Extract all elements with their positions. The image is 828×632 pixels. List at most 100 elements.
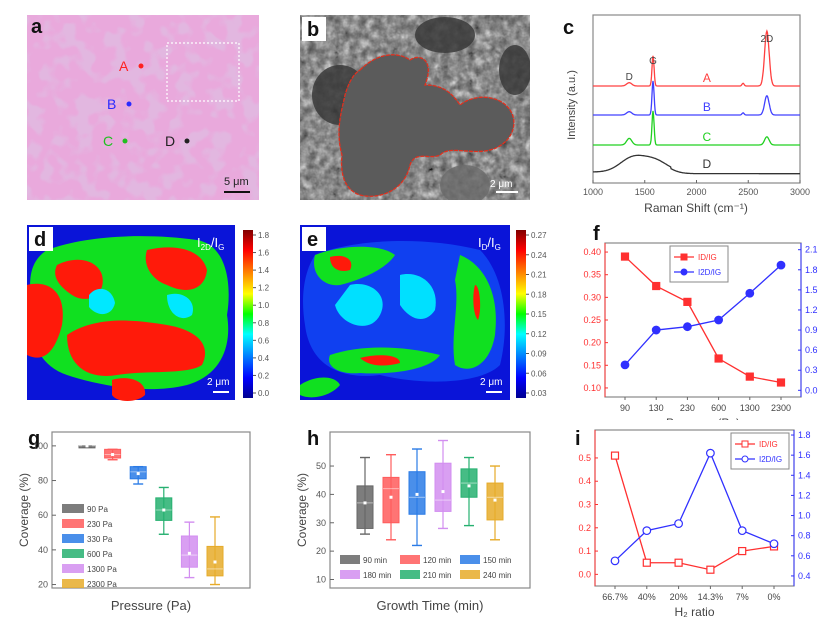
- colorbar-tick-label: 0.15: [531, 310, 547, 319]
- raman-map-id-ig: e ID/IG 2 μm 0.27 0.24 0.21 0.18 0.15 0.12 0.0…: [300, 225, 547, 400]
- colorbar-tick-label: 0.27: [531, 231, 547, 240]
- x-tick-label: 1500: [635, 187, 655, 197]
- legend-label: ID/IG: [759, 440, 778, 449]
- spectrum-line-c: [593, 110, 800, 146]
- legend-swatch: [340, 555, 360, 564]
- x-axis-label: Raman Shift (cm⁻¹): [644, 201, 748, 215]
- legend-label: 2300 Pa: [87, 580, 117, 589]
- peak-label: G: [649, 56, 657, 67]
- panel-label: e: [307, 229, 318, 251]
- legend-marker: [680, 253, 688, 261]
- spectrum-line-b: [593, 80, 800, 116]
- panel-b: b 2 μm: [300, 15, 531, 205]
- right-tick-label: 1.2: [798, 490, 811, 500]
- panel-e: e ID/IG 2 μm 0.27 0.24 0.21 0.18 0.15 0.12 0.0…: [300, 225, 550, 405]
- legend-label: I2D/IG: [698, 268, 721, 277]
- spectrum-label-a: A: [703, 71, 711, 85]
- x-tick-label: 40%: [638, 592, 656, 602]
- left-tick-label: 0.10: [583, 383, 601, 393]
- panel-d: d I2D/IG 2 μm 1.8 1.6 1.4 1.2 1.0 0.8 0.6 0.4 0.…: [27, 225, 272, 405]
- right-tick-label: 0.6: [805, 345, 818, 355]
- marker-label-a: A: [119, 58, 129, 74]
- box-mean: [415, 492, 419, 496]
- colorbar-tick-label: 0.2: [258, 371, 270, 380]
- panel-f: f 0.10 0.15 0.20 0.25 0.30 0.35 0.40 0.0 0.3 0.6 0…: [555, 215, 828, 430]
- data-point: [769, 539, 779, 549]
- colorbar: [243, 230, 253, 398]
- x-axis-label: Growth Time (min): [377, 598, 484, 613]
- left-tick-label: 0.2: [578, 523, 591, 533]
- data-point: [620, 252, 630, 261]
- colorbar-tick-label: 1.6: [258, 249, 270, 258]
- scale-bar: [496, 191, 518, 193]
- series-line-left: [614, 455, 775, 571]
- x-axis-label: H₂ ratio: [674, 605, 714, 619]
- legend-swatch: [62, 519, 84, 528]
- data-point: [642, 526, 652, 536]
- marker-point-d: [184, 138, 190, 144]
- x-tick-label: 14.3%: [698, 592, 724, 602]
- panel-label-box: [302, 227, 326, 251]
- box-mean: [389, 495, 393, 499]
- box-mean: [213, 560, 217, 564]
- selection-box: [166, 42, 240, 102]
- legend-marker: [680, 268, 688, 276]
- graphene-domain-outline: [338, 54, 515, 197]
- spectrum-label-b: B: [703, 100, 711, 114]
- legend-swatch: [340, 570, 360, 579]
- legend-swatch: [400, 570, 420, 579]
- y-tick-label: 20: [38, 580, 48, 590]
- box-mean: [363, 501, 367, 505]
- y-tick-label: 20: [316, 546, 326, 556]
- legend-label: ID/IG: [698, 253, 717, 262]
- left-tick-label: 0.30: [583, 292, 601, 302]
- panel-h: h 10 20 30 40 50 Coverage (%) Growth Time (min…: [275, 420, 555, 627]
- scale-bar: [213, 391, 229, 393]
- panel-label-box: [29, 227, 53, 251]
- legend-label: 180 min: [363, 571, 391, 580]
- legend-swatch: [62, 564, 84, 573]
- legend-swatch: [62, 549, 84, 558]
- colorbar-tick-label: 1.0: [258, 301, 270, 310]
- panel-label: a: [31, 16, 43, 38]
- panel-label: b: [307, 19, 319, 41]
- legend-swatch: [460, 570, 480, 579]
- y-axis-label: Coverage (%): [295, 473, 309, 547]
- colorbar-tick-label: 0.03: [531, 389, 547, 398]
- map-regions: [300, 240, 505, 398]
- map-title: ID/IG: [478, 235, 501, 252]
- legend-label: 90 min: [363, 556, 387, 565]
- box-mean: [136, 472, 140, 476]
- x-tick-label: 7%: [736, 592, 749, 602]
- series-line-left: [624, 256, 782, 384]
- colorbar-tick-label: 0.24: [531, 251, 547, 260]
- left-tick-label: 0.15: [583, 360, 601, 370]
- colorbar-tick-label: 1.4: [258, 266, 270, 275]
- data-point: [705, 448, 715, 458]
- y-tick-label: 40: [38, 545, 48, 555]
- right-tick-label: 1.2: [805, 305, 818, 315]
- data-point: [642, 558, 651, 567]
- right-tick-label: 0.0: [805, 385, 818, 395]
- panel-label: h: [307, 428, 319, 450]
- image-texture: [27, 15, 259, 200]
- legend-label: 120 min: [423, 556, 451, 565]
- coverage-time-boxplot: h 10 20 30 40 50 Coverage (%) Growth Time (min…: [295, 428, 531, 613]
- legend-swatch: [62, 579, 84, 588]
- legend-label: 1300 Pa: [87, 565, 117, 574]
- legend-marker: [741, 455, 749, 463]
- legend-label: 230 Pa: [87, 520, 113, 529]
- map-title: I2D/IG: [197, 235, 224, 252]
- legend-label: 240 min: [483, 571, 511, 580]
- box: [382, 476, 400, 524]
- left-tick-label: 0.0: [578, 569, 591, 579]
- x-tick-label: 90: [620, 403, 630, 413]
- spectrum-label-d: D: [703, 157, 712, 171]
- legend-swatch: [62, 534, 84, 543]
- y-tick-label: 10: [316, 574, 326, 584]
- panel-label-box: [302, 17, 326, 41]
- panel-label: c: [563, 17, 574, 39]
- data-point: [776, 378, 786, 387]
- left-tick-label: 0.40: [583, 247, 601, 257]
- y-tick-label: 60: [38, 510, 48, 520]
